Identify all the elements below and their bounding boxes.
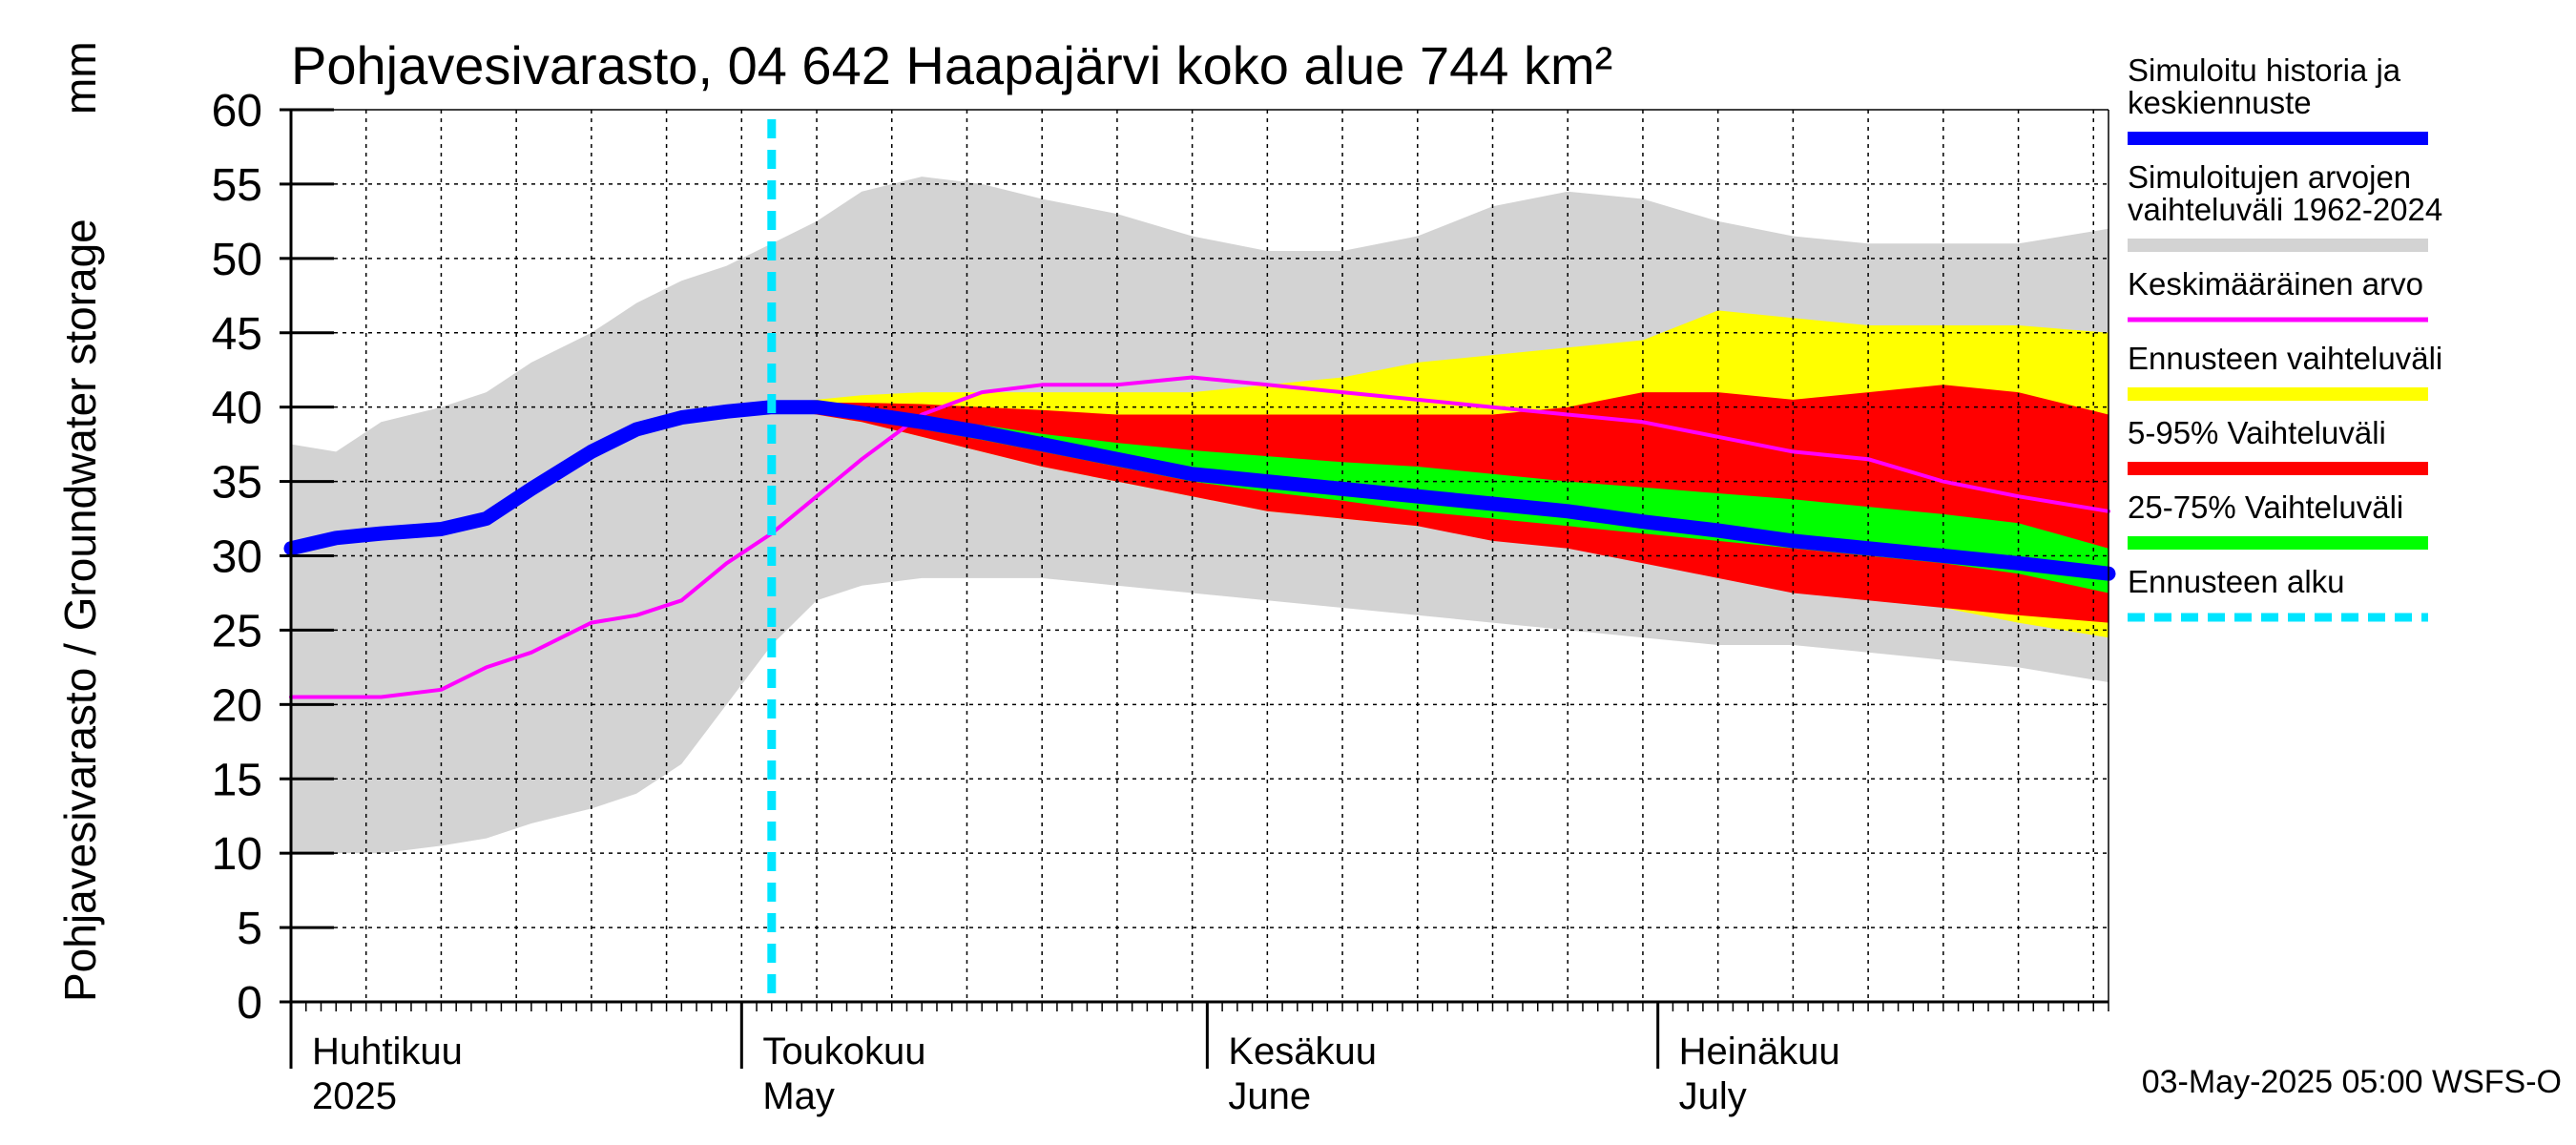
y-tick-label: 55 <box>212 160 262 211</box>
y-tick-label: 0 <box>237 978 262 1029</box>
legend-item-5: 25-75% Vaihteluväli <box>2128 489 2428 550</box>
y-tick-label: 60 <box>212 86 262 136</box>
series-line-1 <box>283 400 2116 581</box>
legend-label: Keskimääräinen arvo <box>2128 266 2423 302</box>
legend-item-4: 5-95% Vaihteluväli <box>2128 415 2428 475</box>
y-tick-label: 40 <box>212 384 262 434</box>
chart-title: Pohjavesivarasto, 04 642 Haapajärvi koko… <box>291 35 1612 95</box>
legend-label: keskiennuste <box>2128 85 2312 120</box>
legend-item-3: Ennusteen vaihteluväli <box>2128 341 2442 401</box>
month-label-fi: Kesäkuu <box>1228 1030 1377 1072</box>
legend-item-6: Ennusteen alku <box>2128 564 2428 622</box>
legend-label: Simuloitujen arvojen <box>2128 159 2411 195</box>
legend-label: Ennusteen alku <box>2128 564 2345 599</box>
y-tick-label: 20 <box>212 680 262 731</box>
legend-label: Ennusteen vaihteluväli <box>2128 341 2442 376</box>
y-tick-label: 15 <box>212 755 262 805</box>
y-tick-label: 10 <box>212 829 262 880</box>
axes: 051015202530354045505560Huhtikuu2025Touk… <box>212 86 2109 1117</box>
y-axis-unit: mm <box>55 41 105 114</box>
legend-label: 25-75% Vaihteluväli <box>2128 489 2403 525</box>
legend-label: vaihteluväli 1962-2024 <box>2128 192 2442 227</box>
y-axis-label: Pohjavesivarasto / Groundwater storage <box>55 219 105 1002</box>
y-tick-label: 50 <box>212 235 262 285</box>
month-label-en: May <box>762 1075 835 1117</box>
gridlines <box>291 110 2109 1002</box>
timestamp-label: 03-May-2025 05:00 WSFS-O <box>2142 1064 2562 1100</box>
legend-label: Simuloitu historia ja <box>2128 52 2401 88</box>
y-tick-label: 45 <box>212 309 262 360</box>
month-label-fi: Huhtikuu <box>312 1030 463 1072</box>
legend-label: 5-95% Vaihteluväli <box>2128 415 2386 450</box>
y-tick-label: 35 <box>212 458 262 509</box>
month-label-en: June <box>1228 1075 1311 1117</box>
plot-area <box>283 110 2116 1002</box>
month-label-fi: Toukokuu <box>762 1030 925 1072</box>
y-tick-label: 5 <box>237 904 262 954</box>
month-label-en: 2025 <box>312 1075 397 1117</box>
y-tick-label: 25 <box>212 606 262 656</box>
month-label-en: July <box>1679 1075 1747 1117</box>
series-line-0 <box>289 375 2110 699</box>
month-label-fi: Heinäkuu <box>1679 1030 1840 1072</box>
legend-item-2: Keskimääräinen arvo <box>2128 266 2428 323</box>
y-tick-label: 30 <box>212 532 262 583</box>
legend: Simuloitu historia jakeskiennusteSimuloi… <box>2128 52 2442 622</box>
